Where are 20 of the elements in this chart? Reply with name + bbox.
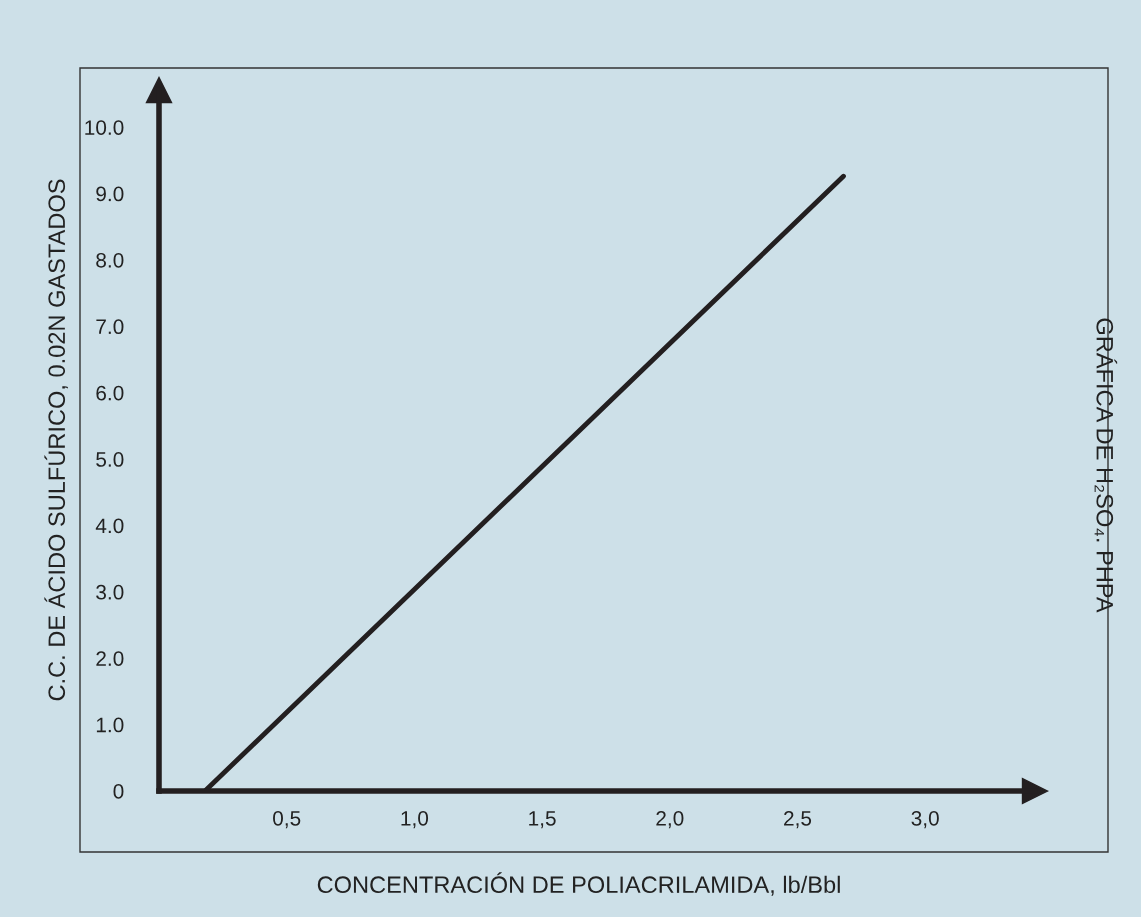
y-tick-label: 5.0 <box>96 452 124 467</box>
y-axis-title: C.C. DE ÁCIDO SULFÚRICO, 0.02N GASTADOS <box>44 179 68 701</box>
y-tick-label: 2.0 <box>96 651 124 666</box>
y-tick-label: 3.0 <box>96 584 124 600</box>
x-axis-title: CONCENTRACIÓN DE POLIACRILAMIDA, lb/Bbl <box>317 872 840 896</box>
x-tick-label: 1,5 <box>529 811 556 829</box>
y-tick-label: 7.0 <box>96 319 124 335</box>
x-tick-label: 3,0 <box>911 810 939 829</box>
x-tick-label: 2,5 <box>784 810 812 829</box>
y-tick-label: 9.0 <box>96 186 124 202</box>
x-tick-label: 0,5 <box>273 810 301 829</box>
y-tick-label: 4.0 <box>95 518 124 534</box>
x-tick-label: 1,0 <box>401 810 429 829</box>
y-tick-label: 10.0 <box>85 120 124 135</box>
text: GRÁFICA DE H₂SO₄. PHPA <box>1094 318 1118 613</box>
y-tick-label: 6.0 <box>96 385 124 401</box>
x-tick-label: 2,0 <box>656 810 684 829</box>
y-tick-label: 1.0 <box>96 717 124 733</box>
y-tick-label: 0 <box>113 784 124 799</box>
y-tick-label: 8.0 <box>96 252 124 268</box>
